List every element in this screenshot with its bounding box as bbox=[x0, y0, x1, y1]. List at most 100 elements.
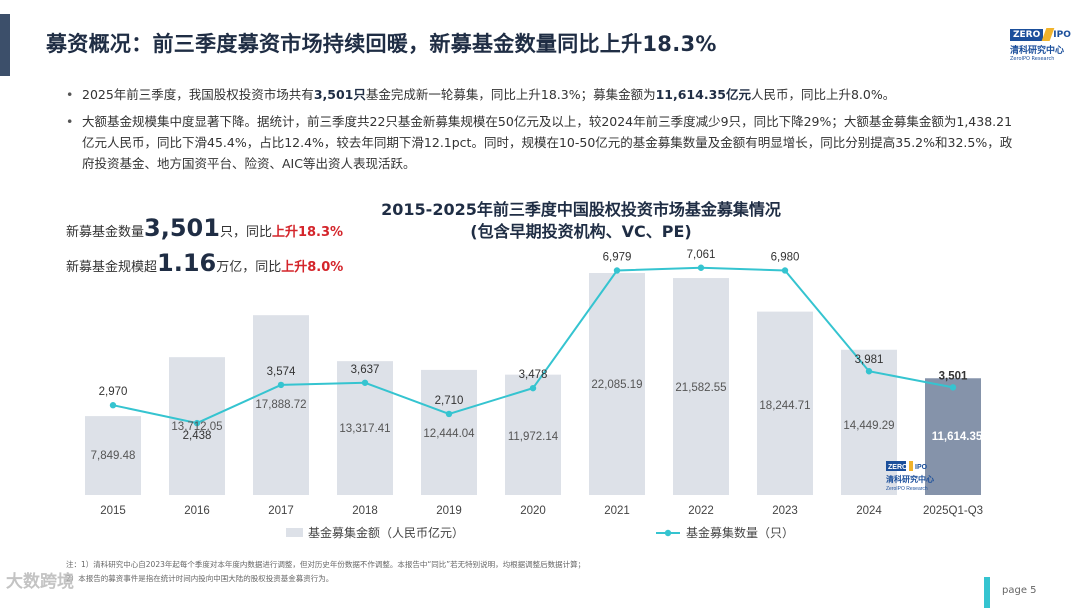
count-label-2024: 3,981 bbox=[855, 354, 884, 366]
line-series bbox=[109, 264, 957, 427]
inner-logo-ipo: IPO bbox=[915, 464, 928, 471]
footnote-1: 注：1）清科研究中心自2023年起每个季度对本年度内数据进行调整，但对历史年份数… bbox=[66, 560, 586, 569]
count-label-2018: 3,637 bbox=[351, 364, 380, 376]
x-tick-2018: 2018 bbox=[352, 505, 378, 517]
watermark-text: 大数跨境 bbox=[6, 572, 74, 592]
legend-line-marker bbox=[664, 529, 672, 537]
amount-label-2017: 17,888.72 bbox=[255, 399, 306, 411]
amount-label-2019: 12,444.04 bbox=[423, 428, 475, 440]
bar-2015 bbox=[85, 416, 141, 495]
bar-2021 bbox=[589, 273, 645, 495]
inner-logo-slash bbox=[909, 461, 913, 471]
bullet1-fund-amount: 11,614.35亿元 bbox=[655, 87, 751, 102]
summary-bullets: 2025年前三季度，我国股权投资市场共有3,501只基金完成新一轮募集，同比上升… bbox=[62, 84, 1022, 180]
legend-bar-label: 基金募集金额（人民币亿元） bbox=[308, 525, 464, 540]
chart-title: 2015-2025年前三季度中国股权投资市场基金募集情况 bbox=[381, 200, 781, 219]
x-tick-2024: 2024 bbox=[856, 505, 882, 517]
x-tick-2023: 2023 bbox=[772, 505, 798, 517]
amount-label-2025Q1-Q3: 11,614.35 bbox=[932, 431, 983, 443]
count-point-2021 bbox=[613, 267, 621, 274]
data-labels: 2,970 2,438 3,574 3,637 2,710 3,478 6,979 7,061… bbox=[91, 249, 983, 462]
kpi-amount-change: 上升8.0% bbox=[281, 260, 344, 275]
page-title: 募资概况：前三季度募资市场持续回暖，新募基金数量同比上升18.3% bbox=[46, 32, 717, 56]
count-label-2016: 2,438 bbox=[183, 430, 212, 442]
x-tick-2020: 2020 bbox=[520, 505, 546, 517]
count-point-2015 bbox=[109, 402, 117, 409]
amount-label-2023: 18,244.71 bbox=[759, 400, 810, 412]
count-label-2022: 7,061 bbox=[687, 249, 716, 261]
chart-legend: 基金募集金额（人民币亿元） 基金募集数量（只） bbox=[286, 525, 794, 540]
footnote-2: 2）本报告的募资事件是指在统计时间内投向中国大陆的股权投资基金募资行为。 bbox=[66, 574, 334, 583]
bar-2025Q1-Q3 bbox=[925, 378, 981, 495]
logo-zero-text: ZERO bbox=[1010, 28, 1044, 41]
count-point-2024 bbox=[865, 368, 873, 375]
bullet-fundraising-summary: 2025年前三季度，我国股权投资市场共有3,501只基金完成新一轮募集，同比上升… bbox=[62, 84, 1022, 105]
bullet1-part3: 人民币，同比上升8.0%。 bbox=[750, 87, 896, 102]
x-tick-2022: 2022 bbox=[688, 505, 714, 517]
x-tick-2015: 2015 bbox=[100, 505, 126, 517]
header-accent-bar bbox=[0, 14, 10, 76]
bullet1-part1: 2025年前三季度，我国股权投资市场共有 bbox=[82, 87, 314, 102]
x-tick-2019: 2019 bbox=[436, 505, 462, 517]
bar-2017 bbox=[253, 315, 309, 495]
count-label-2025Q1-Q3: 3,501 bbox=[939, 370, 968, 382]
count-label-2023: 6,980 bbox=[771, 251, 800, 263]
count-point-2019 bbox=[445, 410, 453, 418]
kpi-amount-value: 1.16 bbox=[157, 249, 217, 277]
count-point-2018 bbox=[361, 379, 369, 386]
bullet1-part2: 基金完成新一轮募集，同比上升18.3%；募集金额为 bbox=[365, 87, 656, 102]
amount-label-2021: 22,085.19 bbox=[591, 379, 642, 391]
chart-watermark-logo: ZERO IPO 清科研究中心 ZeroIPO Research bbox=[886, 461, 934, 492]
inner-logo-zero: ZERO bbox=[888, 464, 908, 471]
kpi-fund-amount: 新募基金规模超1.16万亿，同比上升8.0% bbox=[66, 249, 343, 277]
count-label-2019: 2,710 bbox=[435, 395, 464, 407]
page-accent-bar bbox=[984, 577, 990, 608]
x-tick-2025Q1-Q3: 2025Q1-Q3 bbox=[923, 505, 983, 517]
logo-chinese-name: 清科研究中心 bbox=[1010, 46, 1065, 56]
count-point-2023 bbox=[781, 267, 789, 274]
chart-subtitle: (包含早期投资机构、VC、PE) bbox=[470, 222, 692, 241]
count-point-2020 bbox=[529, 384, 537, 392]
x-axis: 2015 2016 2017 2018 2019 2020 2021 2022 2023 2024… bbox=[100, 505, 983, 517]
zeroipo-logo: ZERO IPO 清科研究中心 ZeroIPO Research bbox=[1010, 28, 1072, 64]
bar-2019 bbox=[421, 369, 477, 495]
count-label-2021: 6,979 bbox=[603, 252, 632, 264]
bullet-large-fund-concentration: 大额基金规模集中度显著下降。据统计，前三季度共22只基金新募集规模在50亿元及以… bbox=[62, 111, 1022, 174]
kpi-fund-count: 新募基金数量3,501只，同比上升18.3% bbox=[66, 214, 343, 242]
amount-label-2015: 7,849.48 bbox=[91, 450, 136, 462]
page-number: page 5 bbox=[1002, 585, 1037, 596]
kpi-count-unit: 只，同比 bbox=[219, 225, 272, 240]
amount-label-2018: 13,317.41 bbox=[339, 423, 390, 435]
amount-label-2020: 11,972.14 bbox=[508, 431, 559, 443]
x-tick-2016: 2016 bbox=[184, 505, 210, 517]
count-label-2017: 3,574 bbox=[267, 366, 296, 378]
bullet1-fund-count: 3,501只 bbox=[313, 87, 366, 102]
amount-label-2024: 14,449.29 bbox=[843, 420, 894, 432]
count-point-2022 bbox=[697, 264, 705, 271]
inner-logo-en: ZeroIPO Research bbox=[886, 486, 928, 492]
kpi-amount-unit: 万亿，同比 bbox=[216, 260, 282, 275]
kpi-count-prefix: 新募基金数量 bbox=[66, 225, 145, 240]
count-point-2025Q1-Q3 bbox=[949, 384, 957, 391]
logo-english-name: ZeroIPO Research bbox=[1010, 56, 1055, 62]
logo-ipo-text: IPO bbox=[1053, 29, 1071, 40]
count-point-2016 bbox=[193, 419, 201, 427]
amount-label-2016: 13,712.05 bbox=[171, 421, 222, 433]
kpi-amount-prefix: 新募基金规模超 bbox=[66, 260, 158, 275]
bar-2022 bbox=[673, 278, 729, 495]
x-tick-2017: 2017 bbox=[268, 505, 294, 517]
legend-line-label: 基金募集数量（只） bbox=[686, 525, 794, 540]
kpi-count-value: 3,501 bbox=[144, 214, 220, 242]
count-point-2017 bbox=[277, 381, 285, 389]
amount-label-2022: 21,582.55 bbox=[675, 382, 726, 394]
bar-series bbox=[85, 273, 981, 495]
bar-2023 bbox=[757, 311, 813, 495]
inner-logo-cn: 清科研究中心 bbox=[886, 474, 934, 484]
x-tick-2021: 2021 bbox=[604, 505, 630, 517]
count-label-2020: 3,478 bbox=[519, 369, 548, 381]
inner-logo-zero-box bbox=[886, 461, 906, 471]
legend-bar-swatch bbox=[286, 528, 303, 537]
count-label-2015: 2,970 bbox=[99, 386, 128, 398]
kpi-count-change: 上升18.3% bbox=[271, 225, 344, 240]
